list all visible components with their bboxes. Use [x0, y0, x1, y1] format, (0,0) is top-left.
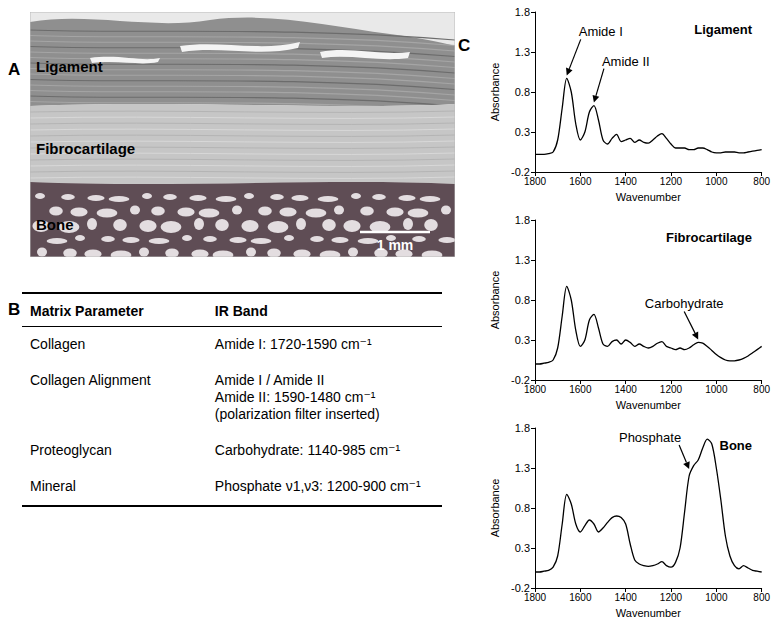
svg-text:1200: 1200 [660, 176, 683, 187]
svg-text:Wavenumber: Wavenumber [616, 191, 681, 203]
html-text:(polarization filter inserted): (polarization filter inserted) [214, 406, 380, 422]
html-text:Proteoglycan: Proteoglycan [30, 442, 112, 458]
svg-text:Wavenumber: Wavenumber [616, 399, 681, 411]
svg-text:Bone: Bone [720, 438, 753, 453]
svg-text:1800: 1800 [524, 592, 547, 603]
svg-text:Amide I: Amide I [579, 24, 623, 39]
svg-text:1400: 1400 [615, 384, 638, 395]
svg-text:Fibrocartilage: Fibrocartilage [36, 140, 135, 157]
svg-text:800: 800 [753, 592, 770, 603]
svg-text:Fibrocartilage: Fibrocartilage [666, 230, 752, 245]
svg-text:1800: 1800 [524, 384, 547, 395]
svg-text:-0.2: -0.2 [511, 582, 530, 594]
html-text:Mineral: Mineral [30, 478, 76, 494]
svg-text:1.8: 1.8 [515, 214, 530, 226]
svg-text:1600: 1600 [569, 176, 592, 187]
html-text:B: B [8, 300, 21, 319]
html-text:IR Band: IR Band [214, 303, 268, 319]
svg-text:800: 800 [753, 176, 770, 187]
svg-text:0.8: 0.8 [515, 502, 530, 514]
html-text:Collagen: Collagen [30, 336, 86, 352]
svg-text:1.3: 1.3 [515, 46, 530, 58]
svg-text:Bone: Bone [36, 216, 74, 233]
svg-text:Absorbance: Absorbance [489, 479, 501, 538]
svg-text:800: 800 [753, 384, 770, 395]
svg-text:1.8: 1.8 [515, 422, 530, 434]
svg-text:1600: 1600 [569, 592, 592, 603]
html-text:Carbohydrate: 1140-985 cm⁻¹: Carbohydrate: 1140-985 cm⁻¹ [214, 442, 401, 458]
svg-text:1.3: 1.3 [515, 254, 530, 266]
svg-text:-0.2: -0.2 [511, 166, 530, 178]
svg-text:Wavenumber: Wavenumber [616, 607, 681, 619]
html-text:Amide I: 1720-1590 cm⁻¹: Amide I: 1720-1590 cm⁻¹ [214, 336, 372, 352]
svg-text:1.3: 1.3 [515, 462, 530, 474]
svg-text:0.8: 0.8 [515, 86, 530, 98]
svg-text:Ligament: Ligament [36, 58, 103, 75]
svg-text:1200: 1200 [660, 384, 683, 395]
svg-text:1200: 1200 [660, 592, 683, 603]
svg-text:Phosphate: Phosphate [619, 430, 681, 445]
svg-text:Carbohydrate: Carbohydrate [645, 296, 724, 311]
html-text:Collagen Alignment: Collagen Alignment [30, 372, 151, 388]
svg-text:Absorbance: Absorbance [489, 271, 501, 330]
svg-text:1400: 1400 [615, 592, 638, 603]
html-text:Matrix Parameter: Matrix Parameter [30, 303, 144, 319]
svg-text:1000: 1000 [705, 176, 728, 187]
svg-text:1 mm: 1 mm [377, 237, 414, 253]
svg-text:Ligament: Ligament [694, 22, 752, 37]
svg-text:Absorbance: Absorbance [489, 63, 501, 122]
html-text:C: C [458, 36, 471, 55]
svg-text:0.3: 0.3 [515, 334, 530, 346]
svg-text:1000: 1000 [705, 384, 728, 395]
html-text:Phosphate ν1,ν3: 1200-900 cm⁻¹: Phosphate ν1,ν3: 1200-900 cm⁻¹ [214, 478, 421, 494]
html-text:Amide II: 1590-1480 cm⁻¹: Amide II: 1590-1480 cm⁻¹ [214, 389, 376, 405]
svg-text:0.8: 0.8 [515, 294, 530, 306]
svg-text:0.3: 0.3 [515, 542, 530, 554]
html-text:Amide I / Amide II: Amide I / Amide II [214, 372, 325, 388]
svg-text:-0.2: -0.2 [511, 374, 530, 386]
svg-text:1400: 1400 [615, 176, 638, 187]
svg-text:1000: 1000 [705, 592, 728, 603]
svg-text:0.3: 0.3 [515, 126, 530, 138]
svg-text:1800: 1800 [524, 176, 547, 187]
svg-text:1600: 1600 [569, 384, 592, 395]
html-text:A: A [8, 60, 21, 79]
svg-text:1.8: 1.8 [515, 6, 530, 18]
svg-text:Amide II: Amide II [602, 54, 650, 69]
